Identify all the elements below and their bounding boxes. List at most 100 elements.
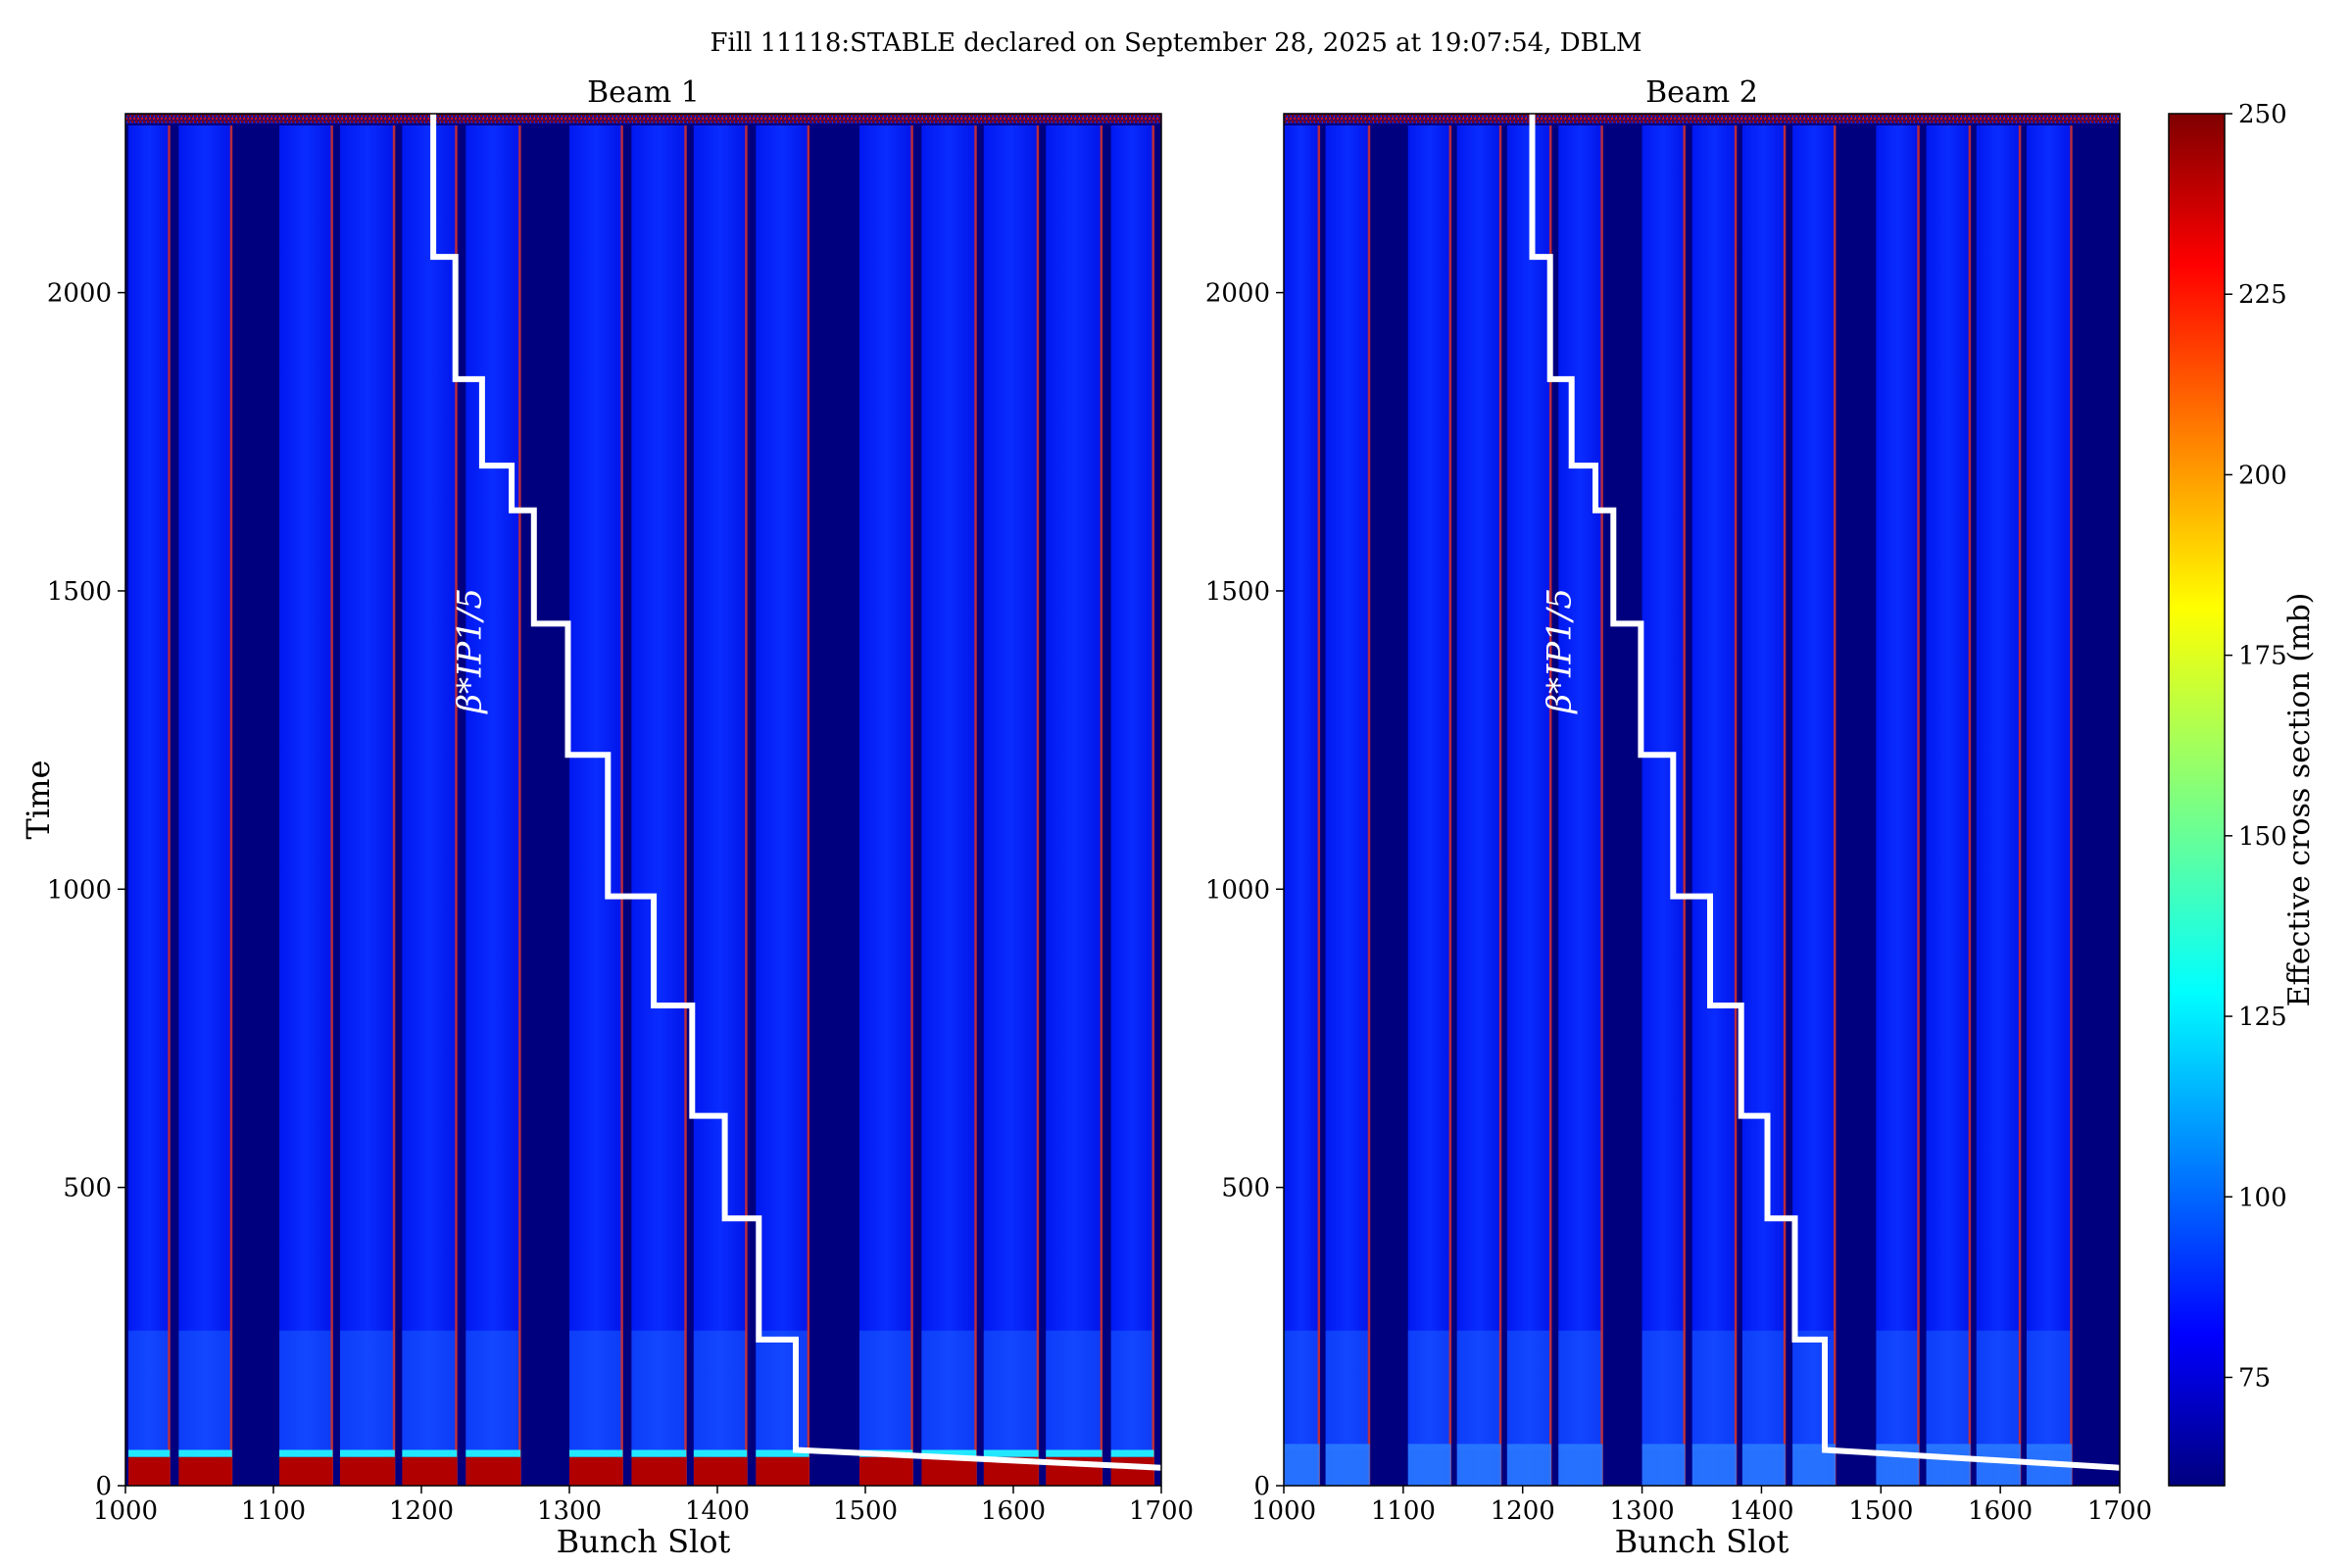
bunch-train [1792, 125, 1837, 1486]
bunch-train-body [128, 125, 171, 1486]
x-tick-label: 1100 [1371, 1496, 1436, 1526]
bunch-train-edge [330, 125, 333, 1486]
bunch-train-body [402, 125, 458, 1486]
bunch-train-body [1558, 125, 1603, 1486]
panel-title: Beam 1 [587, 75, 700, 110]
bunch-train-body [569, 125, 623, 1486]
bunch-train-edge [1317, 125, 1321, 1486]
bunch-train-start-cyan [631, 1449, 687, 1457]
bunch-train-start-cyan [339, 1449, 395, 1457]
bunch-train-edge [2070, 125, 2073, 1486]
x-tick-label: 1600 [1968, 1496, 2033, 1526]
bunch-train-edge [1100, 125, 1103, 1486]
colorbar-tick-label: 225 [2238, 280, 2287, 310]
bunch-train-body [1407, 125, 1451, 1486]
y-tick-label: 2000 [47, 279, 112, 309]
bunch-train [858, 125, 913, 1486]
x-axis-label: Bunch Slot [1615, 1523, 1789, 1560]
bunch-train [693, 125, 748, 1486]
bunch-train-start-band [1558, 1444, 1603, 1486]
bunch-train-start-red [339, 1456, 395, 1486]
bunch-train-start-cyan [983, 1449, 1039, 1457]
x-axis-label: Bunch Slot [557, 1523, 731, 1560]
bunch-train-lowband [1741, 1330, 1786, 1450]
bunch-train-start-red [858, 1456, 913, 1486]
x-tick-label: 1300 [537, 1496, 602, 1526]
bunch-train-lowband [1284, 1330, 1320, 1450]
bunch-train [1110, 125, 1154, 1486]
bunch-train-body [1284, 125, 1320, 1486]
bunch-train-edge [1036, 125, 1040, 1486]
bunch-train-start-red [466, 1456, 521, 1486]
colorbar-tick-label: 125 [2238, 1003, 2287, 1032]
bunch-train-edge [229, 125, 233, 1486]
beam1-panel: β*IP1/5 Beam 1 1000 1100 1200 1300 1400 1500 160… [47, 75, 1194, 1560]
figure-title: Fill 11118:STABLE declared on September … [710, 28, 1642, 58]
x-tick-label: 1400 [1729, 1496, 1793, 1526]
bunch-train [1976, 125, 2022, 1486]
bunch-train-body [631, 125, 687, 1486]
bunch-train-lowband [1976, 1330, 2021, 1450]
colorbar-tick-label: 200 [2238, 461, 2287, 490]
bunch-train-edge [1600, 125, 1603, 1486]
bunch-train-lowband [339, 1330, 395, 1450]
bunch-train-body [983, 125, 1039, 1486]
y-axis-label: Time [20, 760, 57, 840]
bunch-train [1506, 125, 1552, 1486]
x-tick-label: 1500 [833, 1496, 898, 1526]
bunch-train-body [1506, 125, 1551, 1486]
bunch-train-lowband [279, 1330, 333, 1450]
colorbar-tick-label: 250 [2238, 100, 2287, 129]
bunch-train-lowband [1876, 1330, 1920, 1450]
bunch-train-body [1741, 125, 1786, 1486]
bunch-train-start-band [1691, 1444, 1737, 1486]
bunch-train-start-red [279, 1456, 333, 1486]
bunch-train-start-cyan [466, 1449, 521, 1457]
colorbar: 75 100 125 150 175 200 225 250 Effective cross … [2168, 100, 2317, 1487]
bunch-train-body [1110, 125, 1154, 1486]
bunch-train-start-red [128, 1456, 171, 1486]
x-tick-label: 1600 [981, 1496, 1046, 1526]
bunch-train-edge [745, 125, 748, 1486]
bunch-train-start-band [1976, 1444, 2021, 1486]
y-tick-label: 1500 [1205, 577, 1270, 607]
bunch-train [1691, 125, 1738, 1486]
heatmap-noise-band [1284, 114, 2120, 123]
bunch-train [1325, 125, 1371, 1486]
bunch-train-body [756, 125, 809, 1486]
x-tick-label: 1700 [2087, 1496, 2152, 1526]
bunch-train-start-cyan [693, 1449, 748, 1457]
bunch-train-lowband [466, 1330, 521, 1450]
bunch-train-start-band [1456, 1444, 1501, 1486]
colorbar-label: Effective cross section (mb) [2282, 593, 2317, 1007]
bunch-train-body [693, 125, 748, 1486]
bunch-train-start-cyan [569, 1449, 623, 1457]
bunch-train-start-cyan [756, 1449, 809, 1457]
bunch-train-lowband [1456, 1330, 1501, 1450]
bunch-train-edge [518, 125, 521, 1486]
bunch-train-lowband [1926, 1330, 1971, 1450]
beta-star-curve [1529, 114, 2120, 1471]
bunch-train-start-band [1876, 1444, 1920, 1486]
bunch-train-lowband [1792, 1330, 1836, 1450]
x-tick-label: 1500 [1848, 1496, 1913, 1526]
bunch-train-start-band [1926, 1444, 1971, 1486]
bunch-train-lowband [631, 1330, 687, 1450]
bunch-train-start-cyan [279, 1449, 333, 1457]
bunch-train-edge [2018, 125, 2022, 1486]
bunch-train-body [1792, 125, 1836, 1486]
y-tick-label: 0 [95, 1472, 112, 1501]
bunch-train-edge [620, 125, 623, 1486]
x-tick-label: 1000 [93, 1496, 158, 1526]
bunch-train-lowband [1407, 1330, 1451, 1450]
y-tick-label: 2000 [1205, 279, 1270, 309]
bunch-train [2026, 125, 2073, 1486]
bunch-train-edge [684, 125, 687, 1486]
bunch-train-edge [974, 125, 977, 1486]
bunch-train-start-band [1325, 1444, 1370, 1486]
heatmap [125, 114, 1161, 1486]
bunch-train-start-band [1642, 1444, 1686, 1486]
bunch-train [1741, 125, 1787, 1486]
bunch-train-lowband [693, 1330, 748, 1450]
